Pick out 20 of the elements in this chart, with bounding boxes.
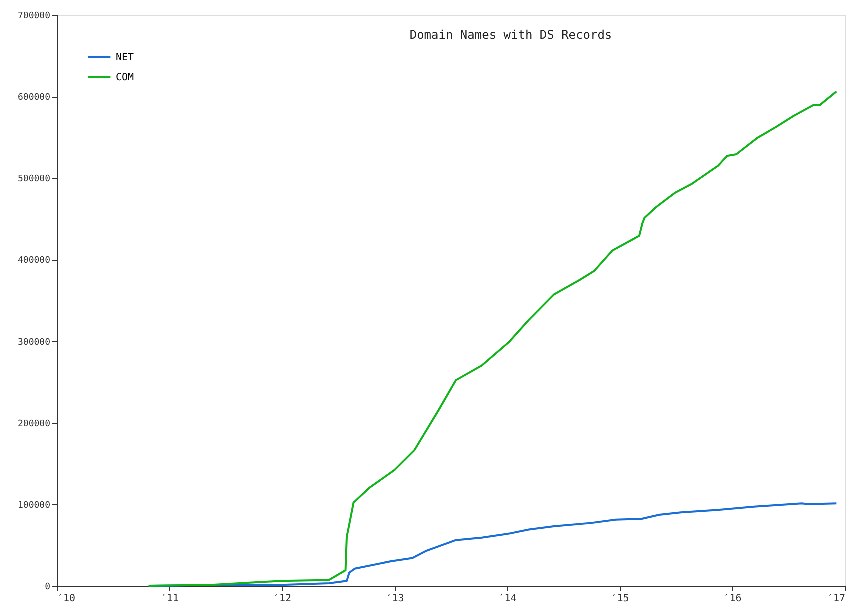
y-tick-label: 100000 [18, 500, 50, 511]
x-tick-label: ′10 [58, 594, 76, 604]
legend-label: COM [116, 72, 134, 84]
x-tick-label: ′16 [724, 594, 742, 604]
x-tick-label: ′17 [827, 594, 846, 604]
y-tick-label: 600000 [18, 93, 50, 104]
x-tick-label: ′13 [386, 594, 404, 604]
y-tick-label: 500000 [18, 174, 50, 185]
y-tick-label: 700000 [18, 12, 50, 22]
y-tick-label: 200000 [18, 419, 50, 430]
x-tick-label: ′11 [160, 594, 180, 604]
y-tick-label: 300000 [18, 338, 50, 348]
x-tick-label: ′12 [273, 594, 292, 604]
y-tick-label: 0 [45, 582, 50, 592]
x-tick-label: ′14 [498, 594, 517, 604]
line-series [148, 90, 838, 587]
x-tick-label: ′15 [611, 594, 630, 604]
legend-label: NET [116, 52, 134, 64]
y-tick-label: 400000 [18, 256, 50, 266]
text: Domain Names with DS Records [410, 28, 612, 42]
